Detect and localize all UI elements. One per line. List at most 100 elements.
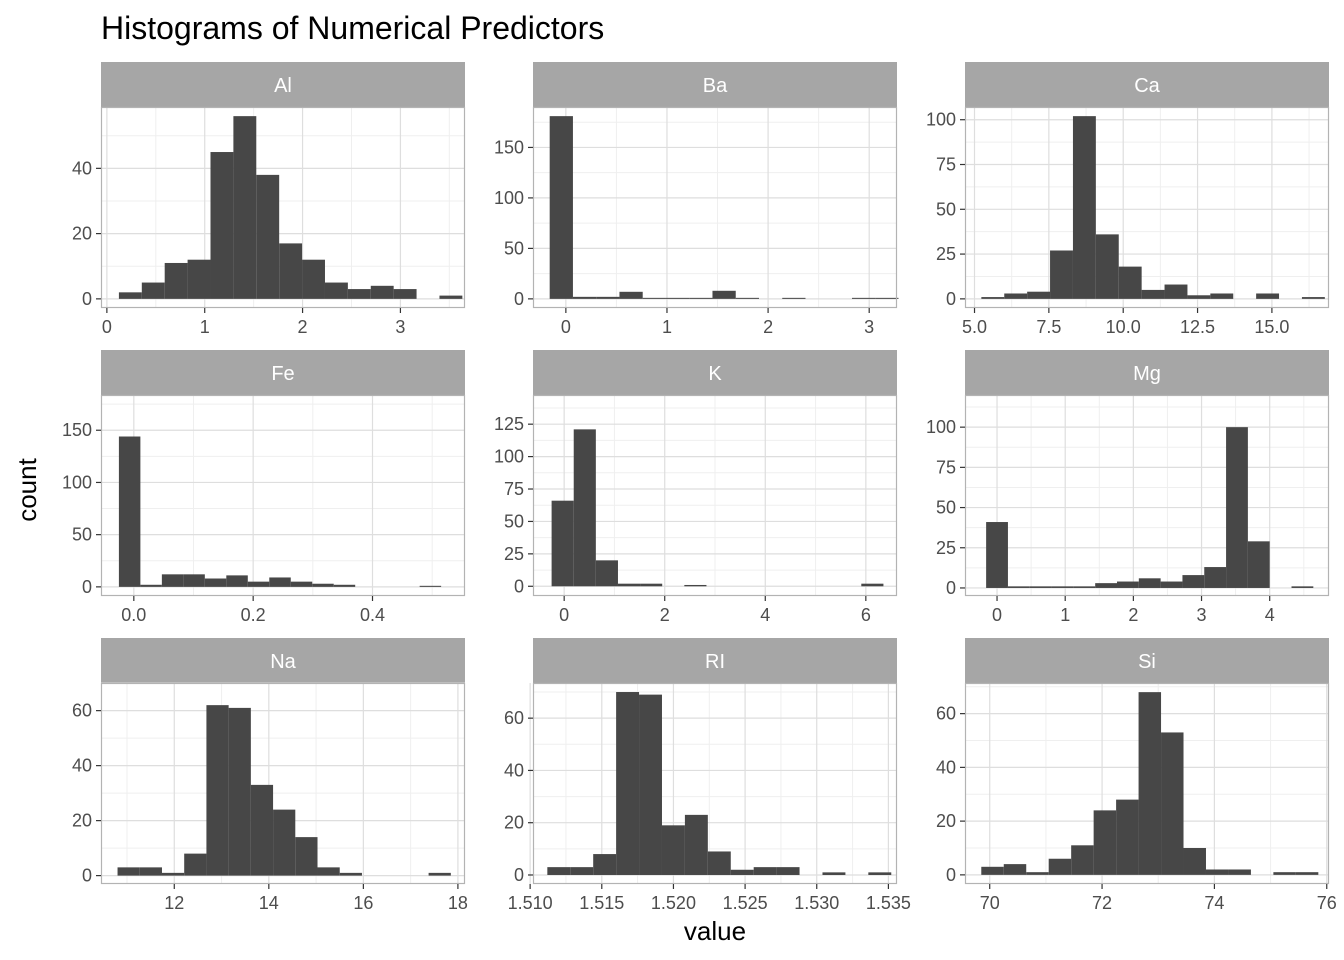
x-tick-label: 1 [662, 317, 672, 337]
histogram-bar [822, 872, 846, 875]
histogram-bar [228, 707, 251, 876]
y-tick-label: 20 [504, 813, 524, 833]
histogram-bar [1117, 581, 1139, 588]
histogram-bar [312, 583, 334, 587]
y-tick-label: 40 [72, 158, 92, 178]
histogram-bar [712, 290, 736, 299]
facet-strip [533, 62, 897, 107]
histogram-bar [339, 872, 362, 876]
x-tick-label: 5.0 [962, 317, 987, 337]
x-tick-label: 14 [259, 893, 279, 913]
y-axis-title: count [12, 457, 42, 521]
histogram-bar [684, 584, 707, 587]
x-tick-label: 76 [1317, 893, 1337, 913]
histogram-bar [735, 297, 759, 299]
histogram-bar [164, 262, 188, 299]
histogram-bar [593, 854, 617, 875]
histogram-bar [596, 296, 620, 299]
x-tick-label: 3 [1197, 605, 1207, 625]
histogram-bar [1071, 845, 1094, 875]
x-tick-label: 2 [1128, 605, 1138, 625]
y-tick-label: 150 [62, 420, 92, 440]
histogram-bar [1226, 427, 1248, 588]
panel-border [532, 682, 898, 885]
facet-strip [101, 638, 465, 683]
histogram-bar [1072, 116, 1096, 299]
x-tick-label: 0.2 [241, 605, 266, 625]
histogram-bar [161, 574, 184, 587]
histogram-bar [549, 116, 573, 299]
facet-ca: Ca 5.0 7.5 10.0 12.5 15.0 0 25 50 75 100 [926, 62, 1330, 337]
y-tick-label: 0 [82, 289, 92, 309]
x-tick-label: 3 [864, 317, 874, 337]
y-tick-label: 20 [936, 811, 956, 831]
x-tick-label: 4 [1265, 605, 1275, 625]
histogram-bar [1141, 289, 1165, 299]
histogram-bar [1004, 293, 1028, 299]
histogram-bar [1205, 869, 1229, 875]
histogram-bar [140, 584, 162, 587]
panel-border [100, 106, 466, 309]
y-tick-label: 40 [504, 760, 524, 780]
y-tick-label: 0 [82, 866, 92, 886]
x-tick-label: 74 [1204, 893, 1224, 913]
y-tick-label: 20 [72, 811, 92, 831]
y-tick-label: 0 [946, 289, 956, 309]
x-tick-label: 4 [760, 605, 770, 625]
y-tick-label: 0 [514, 865, 524, 885]
y-tick-label: 50 [936, 199, 956, 219]
facet-strip-label: Si [1138, 651, 1156, 673]
x-tick-label: 1.535 [866, 893, 911, 913]
histogram-bar [347, 289, 371, 299]
histogram-bar [1273, 872, 1296, 875]
x-axis-title: value [684, 916, 746, 946]
panel-border [532, 394, 898, 597]
histogram-bar [139, 867, 162, 876]
histogram-bar [986, 522, 1008, 588]
facet-strip-label: Mg [1133, 363, 1161, 385]
histogram-bar [1118, 266, 1142, 299]
y-tick-label: 60 [72, 701, 92, 721]
histogram-bar [1160, 581, 1183, 588]
panel-border [532, 106, 898, 309]
facet-strip-label: Ba [703, 75, 728, 97]
y-tick-label: 50 [72, 525, 92, 545]
histogram-bar [1050, 250, 1073, 299]
histogram-bar [689, 297, 713, 299]
histogram-bar [616, 692, 640, 875]
panel-border [100, 682, 466, 885]
facet-na: Na 12 14 16 18 0 20 40 60 [72, 638, 468, 913]
histogram-bar [295, 837, 318, 876]
facet-strip [101, 350, 465, 395]
y-tick-label: 25 [936, 538, 956, 558]
histogram-bar [1247, 541, 1270, 588]
y-tick-label: 0 [946, 578, 956, 598]
histogram-bar [324, 282, 348, 299]
histogram-bar [1116, 799, 1139, 875]
histogram-bar [875, 297, 899, 299]
histogram-bar [1182, 575, 1205, 588]
histogram-bar [1007, 586, 1030, 588]
facet-ri: RI 1.510 1.515 1.520 1.525 1.530 1.535 0 20 40 60 [504, 638, 911, 913]
histogram-bar [981, 866, 1004, 875]
histogram-bar [256, 174, 280, 299]
histogram-bar [1164, 284, 1188, 299]
histogram-bar [302, 259, 325, 299]
histogram-bar [250, 784, 274, 876]
histogram-bar [639, 694, 662, 875]
histogram-bar [333, 584, 356, 587]
y-tick-label: 75 [504, 479, 524, 499]
y-tick-label: 50 [936, 498, 956, 518]
y-tick-label: 0 [946, 865, 956, 885]
x-tick-label: 1 [200, 317, 210, 337]
facet-strip-label: Na [270, 651, 296, 673]
histogram-bar [317, 867, 340, 876]
histogram-bar [1301, 297, 1325, 299]
panel-border [964, 682, 1330, 885]
histogram-bar [730, 869, 754, 875]
x-tick-label: 1 [1060, 605, 1070, 625]
y-tick-label: 100 [494, 188, 524, 208]
panel-background [101, 395, 465, 596]
histogram-bar [184, 853, 207, 876]
y-tick-label: 50 [504, 511, 524, 531]
